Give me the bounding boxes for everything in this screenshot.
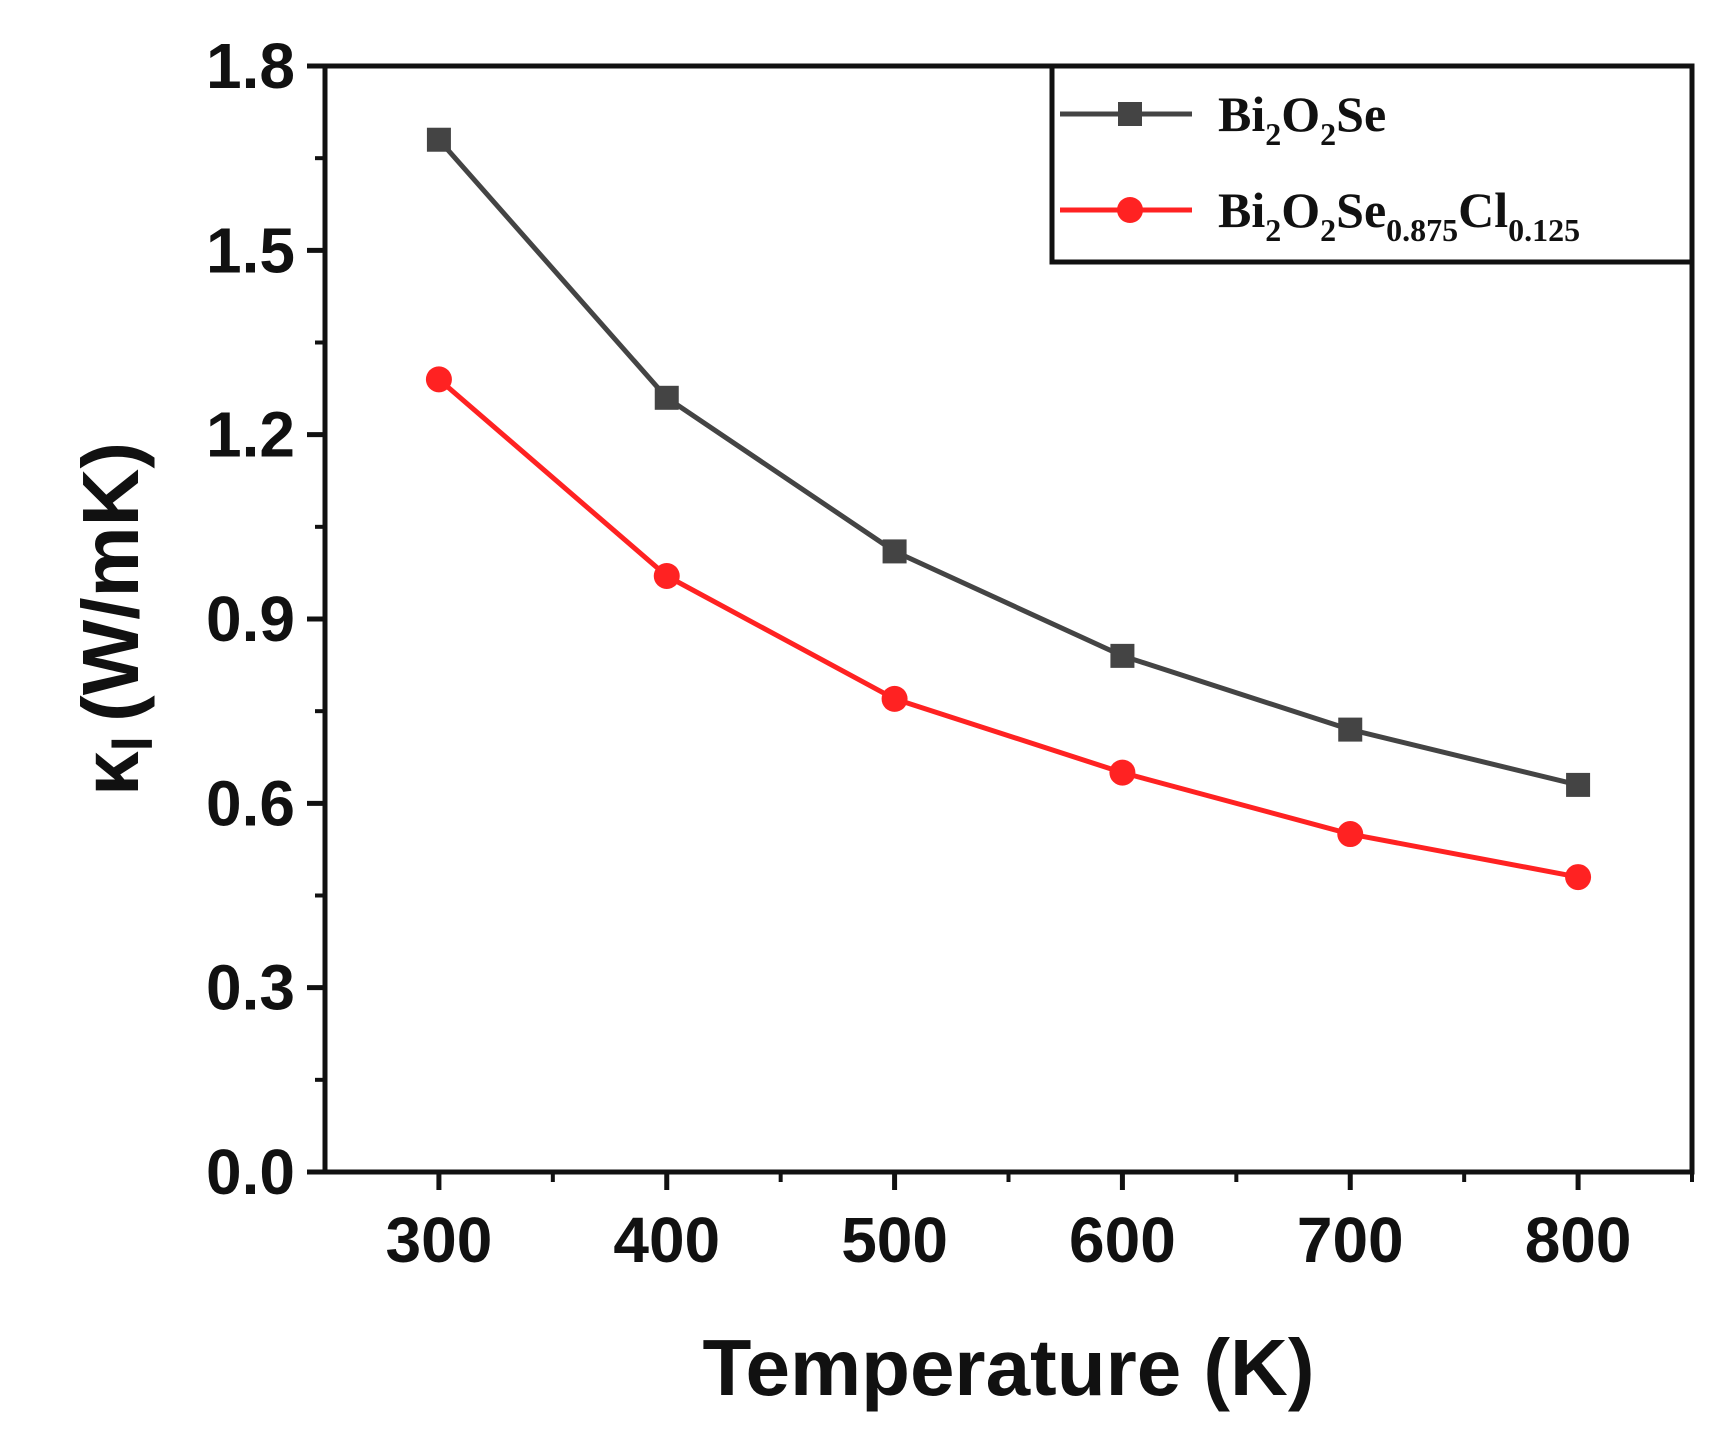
series-line bbox=[437, 138, 1579, 788]
data-point bbox=[881, 685, 908, 712]
x-tick-label: 700 bbox=[1297, 1204, 1404, 1276]
data-point bbox=[882, 539, 907, 564]
series-layer bbox=[425, 127, 1592, 891]
y-tick-label: 1.5 bbox=[206, 214, 295, 286]
y-axis-title-unit: (W/mK) bbox=[66, 442, 155, 722]
data-point bbox=[654, 385, 679, 410]
ticks-layer: 300 400 500 600 700 800 0.0 0.3 0.6 0.9 1.2 1.5 1.8 bbox=[206, 30, 1694, 1276]
series-line bbox=[437, 377, 1579, 880]
x-tick-label: 500 bbox=[841, 1204, 948, 1276]
data-point bbox=[426, 127, 451, 152]
y-tick-label: 0.3 bbox=[206, 952, 295, 1024]
series-1 bbox=[426, 127, 1591, 797]
y-tick-label: 0.0 bbox=[206, 1136, 295, 1208]
data-point bbox=[1566, 772, 1591, 797]
data-point bbox=[425, 366, 452, 393]
x-tick-label: 400 bbox=[613, 1204, 720, 1276]
data-point bbox=[653, 562, 680, 589]
legend-label: Bi2O2Se bbox=[1218, 86, 1386, 152]
y-tick-label: 0.6 bbox=[206, 767, 295, 839]
y-axis-title-subscript: l bbox=[101, 736, 164, 752]
plot-frame bbox=[322, 63, 1695, 1175]
y-tick-label: 0.9 bbox=[206, 583, 295, 655]
x-axis-title: Temperature (K) bbox=[703, 1323, 1315, 1412]
y-tick-label: 1.8 bbox=[206, 30, 295, 102]
legend-swatch-marker bbox=[1118, 102, 1142, 126]
data-point bbox=[1110, 643, 1135, 668]
data-point bbox=[1337, 821, 1364, 848]
x-tick-label: 300 bbox=[386, 1204, 493, 1276]
y-axis-title: κl (W/mK) bbox=[66, 442, 164, 796]
y-axis-title-symbol: κ bbox=[66, 751, 155, 796]
y-tick-label: 1.2 bbox=[206, 399, 295, 471]
legend-box bbox=[1049, 63, 1695, 265]
data-point bbox=[1338, 717, 1363, 742]
legend: Bi2O2Se Bi2O2Se0.875Cl0.125 bbox=[1049, 63, 1695, 265]
x-tick-label: 800 bbox=[1525, 1204, 1632, 1276]
legend-label: Bi2O2Se0.875Cl0.125 bbox=[1218, 182, 1580, 248]
data-point bbox=[1565, 864, 1592, 891]
x-tick-label: 600 bbox=[1069, 1204, 1176, 1276]
legend-swatch-marker bbox=[1117, 197, 1143, 223]
series-2 bbox=[425, 366, 1592, 891]
data-point bbox=[1109, 759, 1136, 786]
